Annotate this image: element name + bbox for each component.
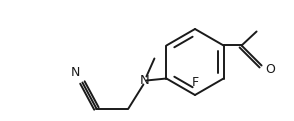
Text: O: O — [266, 63, 275, 76]
Text: F: F — [191, 76, 198, 90]
Text: N: N — [140, 74, 149, 87]
Text: N: N — [71, 66, 80, 79]
